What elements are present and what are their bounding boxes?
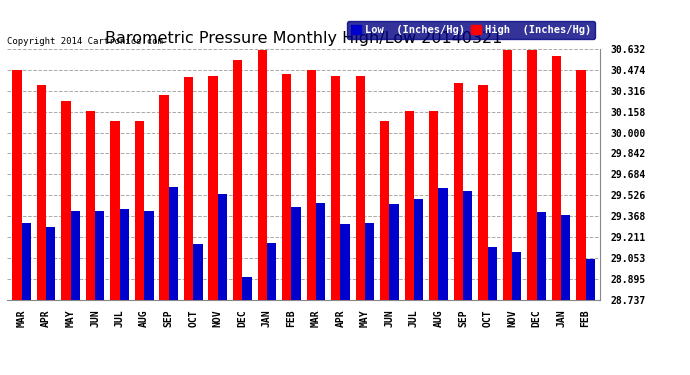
Bar: [552, 56, 561, 300]
Bar: [438, 188, 448, 300]
Bar: [586, 258, 595, 300]
Bar: [193, 244, 203, 300]
Bar: [561, 215, 571, 300]
Bar: [291, 207, 301, 300]
Bar: [86, 111, 95, 300]
Bar: [316, 203, 325, 300]
Bar: [355, 75, 365, 300]
Bar: [463, 191, 472, 300]
Bar: [110, 121, 119, 300]
Bar: [404, 111, 414, 300]
Bar: [218, 194, 227, 300]
Bar: [37, 85, 46, 300]
Bar: [282, 74, 291, 300]
Bar: [144, 211, 154, 300]
Bar: [488, 247, 497, 300]
Bar: [169, 187, 178, 300]
Bar: [331, 75, 340, 300]
Bar: [340, 224, 350, 300]
Bar: [429, 111, 438, 300]
Bar: [576, 70, 586, 300]
Bar: [21, 223, 31, 300]
Bar: [478, 85, 488, 300]
Bar: [46, 226, 55, 300]
Bar: [135, 121, 144, 300]
Bar: [12, 70, 21, 300]
Bar: [306, 70, 316, 300]
Bar: [119, 210, 129, 300]
Bar: [257, 50, 267, 300]
Bar: [365, 223, 374, 300]
Bar: [527, 50, 537, 300]
Bar: [537, 212, 546, 300]
Bar: [512, 252, 522, 300]
Legend: Low  (Inches/Hg), High  (Inches/Hg): Low (Inches/Hg), High (Inches/Hg): [347, 21, 595, 39]
Text: Copyright 2014 Cartronics.com: Copyright 2014 Cartronics.com: [7, 38, 163, 46]
Bar: [70, 211, 80, 300]
Bar: [233, 60, 242, 300]
Bar: [242, 277, 252, 300]
Bar: [159, 95, 169, 300]
Bar: [61, 101, 70, 300]
Bar: [267, 243, 276, 300]
Bar: [208, 75, 218, 300]
Bar: [95, 211, 104, 300]
Bar: [503, 50, 512, 300]
Bar: [453, 84, 463, 300]
Title: Barometric Pressure Monthly High/Low 20140321: Barometric Pressure Monthly High/Low 201…: [105, 31, 502, 46]
Bar: [414, 199, 423, 300]
Bar: [380, 121, 389, 300]
Bar: [184, 77, 193, 300]
Bar: [389, 204, 399, 300]
